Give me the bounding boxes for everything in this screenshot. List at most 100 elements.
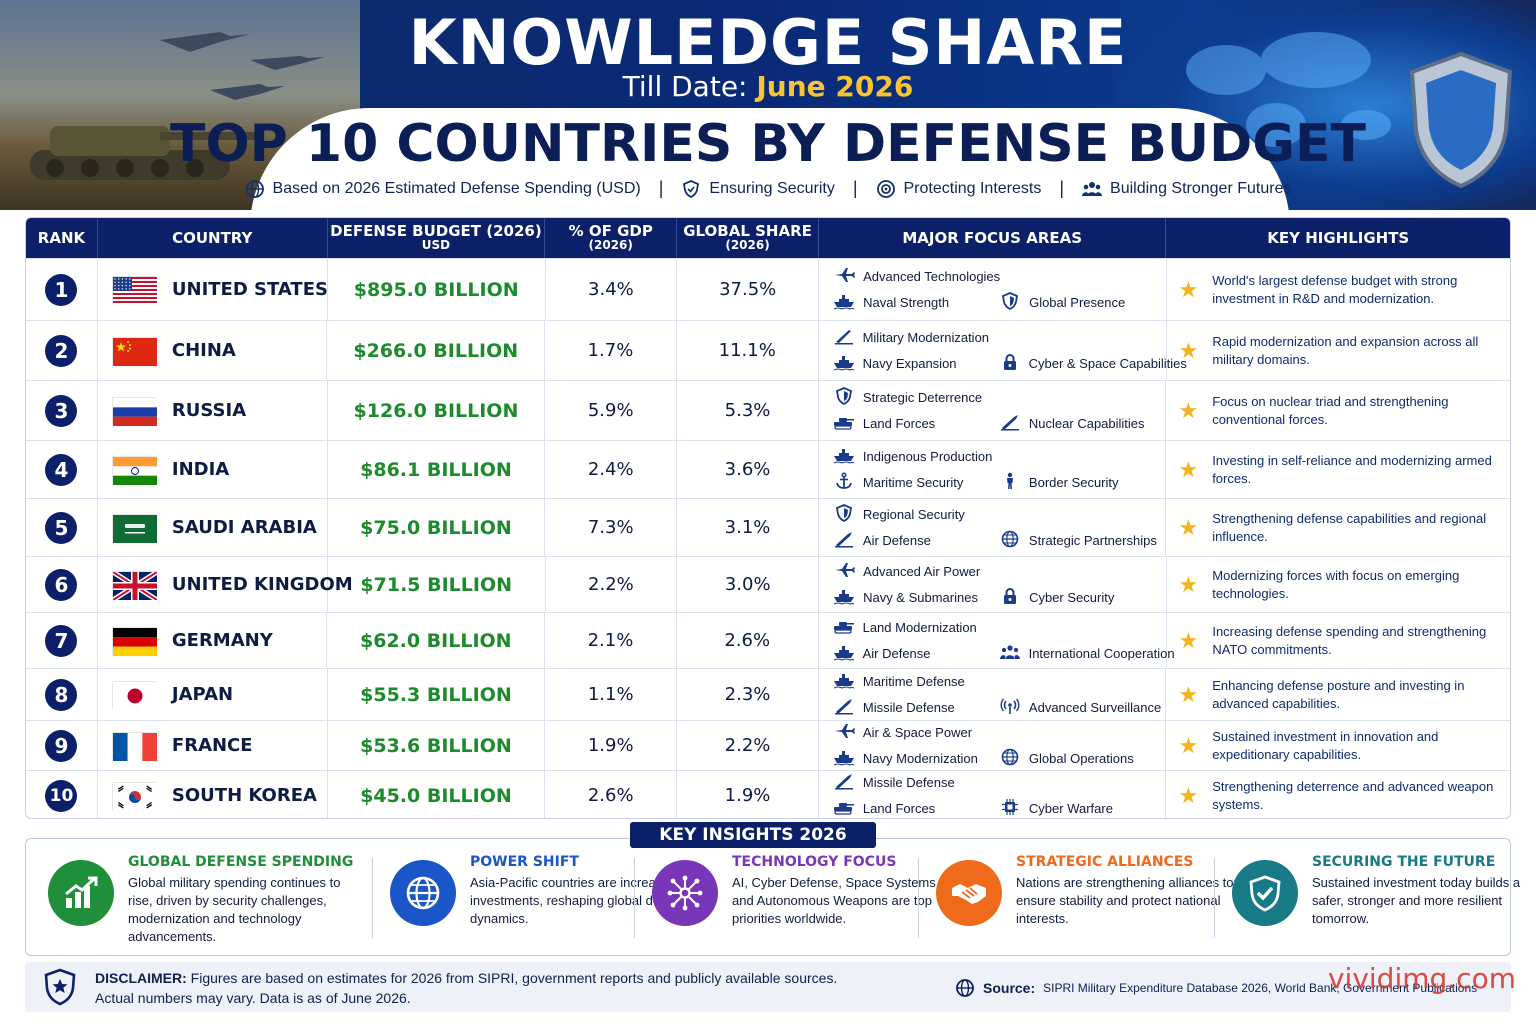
focus-line: Land Forces Cyber Warfare: [833, 798, 1113, 818]
disclaimer-bar: DISCLAIMER: Figures are based on estimat…: [25, 962, 1511, 1012]
tagline-item: Based on 2026 Estimated Defense Spending…: [245, 179, 641, 199]
tank-icon: [833, 617, 855, 638]
rank-badge: 8: [45, 678, 78, 711]
star-icon: ★: [1178, 571, 1199, 597]
highlight-text: Strengthening defense capabilities and r…: [1212, 510, 1487, 544]
gdp-value: 1.7%: [587, 340, 634, 361]
insight-heading: POWER SHIFT: [470, 854, 579, 870]
highlight-text: Strengthening deterrence and advanced we…: [1212, 778, 1494, 812]
world-map-icon: [1186, 32, 1391, 147]
focus-item: Regional Security: [862, 507, 965, 522]
jet-icon: [833, 561, 856, 582]
focus-item: Military Modernization: [862, 330, 990, 345]
highlight-cell: ★ Enhancing defense posture and investin…: [1166, 669, 1510, 720]
highlight-text: Modernizing forces with focus on emergin…: [1212, 567, 1460, 601]
focus-line: Navy Expansion Cyber & Space Capabilitie…: [833, 353, 1187, 374]
network-icon: [652, 860, 718, 926]
highlight-cell: ★ Investing in self-reliance and moderni…: [1166, 441, 1510, 498]
focus-line: Air & Space Power: [833, 722, 972, 743]
highlight-text: Sustained investment in innovation and e…: [1212, 728, 1439, 762]
focus-item-group: Land Forces: [833, 798, 991, 818]
highlight-cell: ★ Strengthening deterrence and advanced …: [1166, 771, 1510, 818]
chip-icon: [999, 798, 1021, 818]
country-name: INDIA: [171, 459, 230, 480]
star-icon: ★: [1178, 337, 1199, 363]
country-cell: UNITED STATES: [98, 259, 328, 320]
table-row: 4 INDIA $86.1 BILLION 2.4% 3.6% Indigeno…: [26, 440, 1510, 498]
budget-cell: $53.6 BILLION: [328, 721, 546, 770]
highlight-cell: ★ Focus on nuclear triad and strengtheni…: [1166, 381, 1510, 440]
budget-cell: $895.0 BILLION: [328, 259, 546, 320]
gdp-cell: 1.1%: [545, 669, 678, 720]
focus-item: Advanced Technologies: [863, 269, 1001, 284]
share-value: 37.5%: [719, 279, 777, 300]
key-insights-title: KEY INSIGHTS 2026: [630, 822, 876, 848]
highlight-cell: ★ Strengthening defense capabilities and…: [1166, 499, 1510, 556]
tank-icon: [30, 126, 260, 180]
country-name: JAPAN: [171, 684, 234, 705]
insight-heading: STRATEGIC ALLIANCES: [1016, 854, 1194, 870]
ship-icon: [833, 292, 855, 313]
highlight-cell: ★ Modernizing forces with focus on emerg…: [1167, 557, 1510, 612]
gdp-cell: 2.4%: [545, 441, 678, 498]
header-rank: RANK: [26, 218, 98, 258]
highlight-cell: ★ Increasing defense spending and streng…: [1167, 613, 1510, 668]
budget-value: $266.0 BILLION: [353, 339, 519, 362]
focus-line: Indigenous Production: [833, 446, 992, 467]
focus-item-group: Global Operations: [999, 748, 1134, 769]
focus-line: Missile Defense Advanced Surveillance: [833, 697, 1161, 718]
focus-item: Missile Defense: [862, 700, 955, 715]
share-value: 3.0%: [724, 574, 771, 595]
ship-icon: [833, 643, 855, 664]
focus-cell: Missile Defense Land Forces Cyber Warfar…: [819, 771, 1167, 818]
country-cell: UNITED KINGDOM: [98, 557, 353, 612]
missile-icon: [833, 530, 855, 551]
share-value: 3.6%: [724, 459, 771, 480]
budget-cell: $266.0 BILLION: [327, 321, 546, 380]
globe-icon: [956, 979, 974, 997]
budget-cell: $75.0 BILLION: [328, 499, 546, 556]
tagline-divider: |: [852, 178, 858, 198]
focus-cell: Advanced Air Power Navy & Submarines Cyb…: [819, 557, 1167, 612]
rank-cell: 10: [26, 771, 98, 818]
focus-line: Regional Security: [833, 504, 965, 525]
gdp-cell: 7.3%: [545, 499, 678, 556]
gdp-value: 1.1%: [587, 684, 634, 705]
insight-text: SECURING THE FUTURE Sustained investment…: [1312, 850, 1536, 928]
focus-line: Air Defense International Cooperation: [833, 643, 1175, 664]
globe-icon: [999, 748, 1021, 769]
header-share: GLOBAL SHARE (2026): [677, 218, 819, 258]
people-icon: [999, 643, 1021, 664]
rank-cell: 8: [26, 669, 98, 720]
share-cell: 2.6%: [677, 613, 819, 668]
focus-item: Air Defense: [862, 646, 931, 661]
header-budget: DEFENSE BUDGET (2026) USD: [328, 218, 546, 258]
insight-card: SECURING THE FUTURE Sustained investment…: [1232, 850, 1536, 928]
insight-divider: [634, 858, 635, 938]
shield-icon: [999, 292, 1021, 313]
soldier-icon: [999, 472, 1021, 493]
focus-item: Maritime Defense: [862, 674, 965, 689]
date-label: Till Date:: [622, 70, 748, 103]
share-cell: 3.0%: [677, 557, 820, 612]
country-name: CHINA: [171, 340, 236, 361]
rifle-icon: [833, 327, 855, 348]
rank-badge: 2: [45, 334, 78, 367]
globe-icon: [245, 179, 264, 198]
country-name: UNITED STATES: [171, 279, 328, 300]
flag-in-icon: [111, 455, 157, 485]
table-row: 6 UNITED KINGDOM $71.5 BILLION 2.2% 3.0%…: [26, 556, 1510, 612]
share-value: 5.3%: [724, 400, 771, 421]
header-share-label: GLOBAL SHARE: [683, 222, 812, 240]
date-value: June 2026: [756, 70, 914, 103]
country-name: UNITED KINGDOM: [171, 574, 353, 595]
gdp-value: 5.9%: [587, 400, 634, 421]
country-name: SAUDI ARABIA: [171, 517, 317, 538]
focus-item-group: Global Presence: [999, 292, 1125, 313]
share-value: 2.2%: [724, 735, 771, 756]
focus-item: Maritime Security: [862, 475, 964, 490]
country-cell: CHINA: [98, 321, 328, 380]
focus-item-group: Strategic Partnerships: [999, 530, 1157, 551]
highlight-text: Increasing defense spending and strength…: [1212, 623, 1487, 657]
rank-cell: 2: [26, 321, 98, 380]
